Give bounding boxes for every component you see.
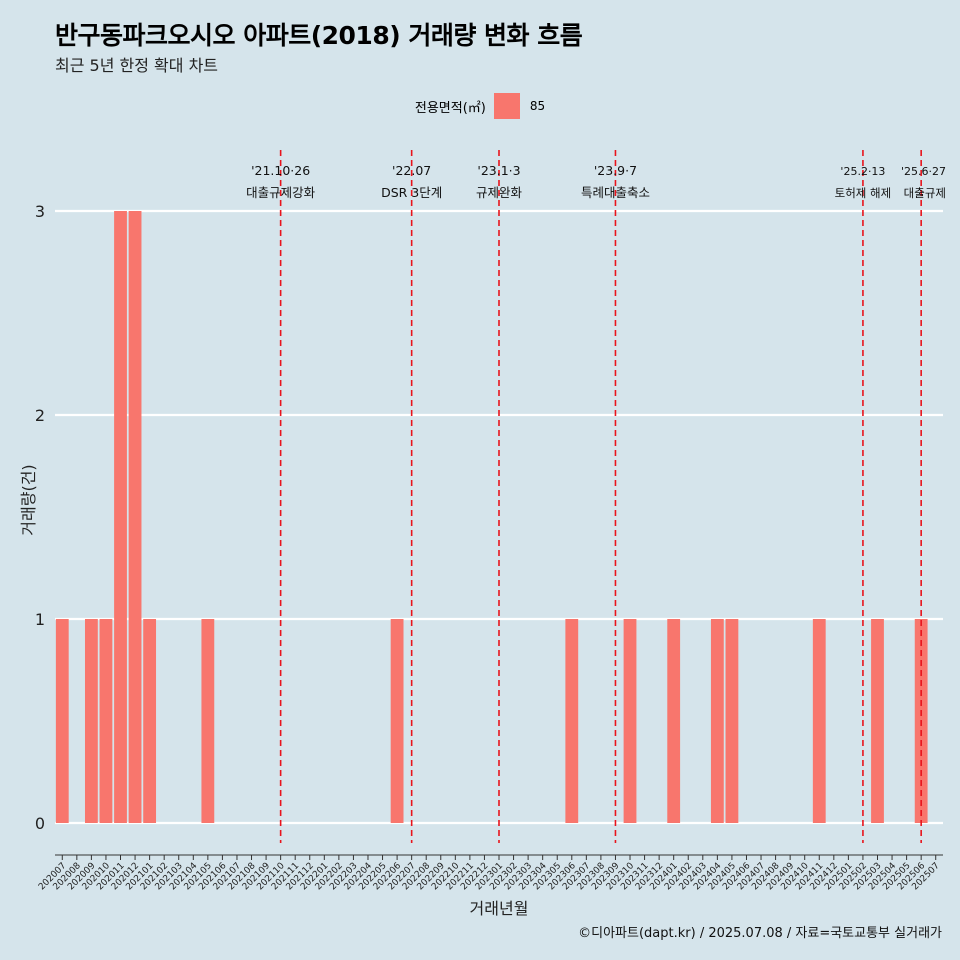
y-tick-label: 1: [35, 610, 45, 629]
legend: 전용면적(㎡) 85: [0, 93, 960, 119]
bar: [812, 619, 826, 823]
bar: [725, 619, 739, 823]
event-label: 토허제 해제: [835, 186, 892, 200]
chart-title: 반구동파크오시오 아파트(2018) 거래량 변화 흐름: [55, 21, 583, 50]
chart-subtitle: 최근 5년 한정 확대 차트: [55, 56, 219, 75]
bar: [201, 619, 215, 823]
x-axis-title: 거래년월: [470, 899, 529, 918]
legend-item-label: 85: [529, 99, 546, 113]
bar: [128, 211, 142, 823]
legend-color-key: [493, 93, 520, 119]
event-date-label: '23.1·3: [477, 163, 520, 178]
legend-title: 전용면적(㎡): [414, 100, 486, 116]
y-tick-label: 2: [35, 406, 45, 425]
event-date-label: '23.9·7: [594, 163, 637, 178]
event-label: 대출규제: [904, 186, 946, 200]
bar: [871, 619, 884, 823]
bar: [55, 619, 69, 823]
event-date-label: '22.07: [392, 163, 431, 178]
event-date-label: '25.2·13: [840, 165, 885, 178]
event-label: 특례대출축소: [581, 185, 650, 200]
bar: [99, 619, 113, 823]
bar: [623, 619, 637, 823]
bar: [565, 619, 579, 823]
bar: [84, 619, 98, 823]
event-date-label: '21.10·26: [251, 163, 310, 178]
event-label: 규제완화: [476, 185, 523, 200]
source-caption: ©디아파트(dapt.kr) / 2025.07.08 / 자료=국토교통부 실…: [578, 926, 942, 941]
event-date-label: '25.6·27: [901, 165, 946, 178]
event-label: DSR 3단계: [381, 185, 442, 200]
bar: [390, 619, 404, 823]
event-label: 대출규제강화: [246, 185, 316, 200]
bar: [710, 619, 724, 823]
y-tick-label: 0: [35, 814, 45, 833]
y-axis-title: 거래량(건): [19, 464, 38, 535]
bar: [143, 619, 157, 823]
y-tick-label: 3: [35, 202, 45, 221]
bar: [667, 619, 681, 823]
bar: [114, 211, 127, 823]
